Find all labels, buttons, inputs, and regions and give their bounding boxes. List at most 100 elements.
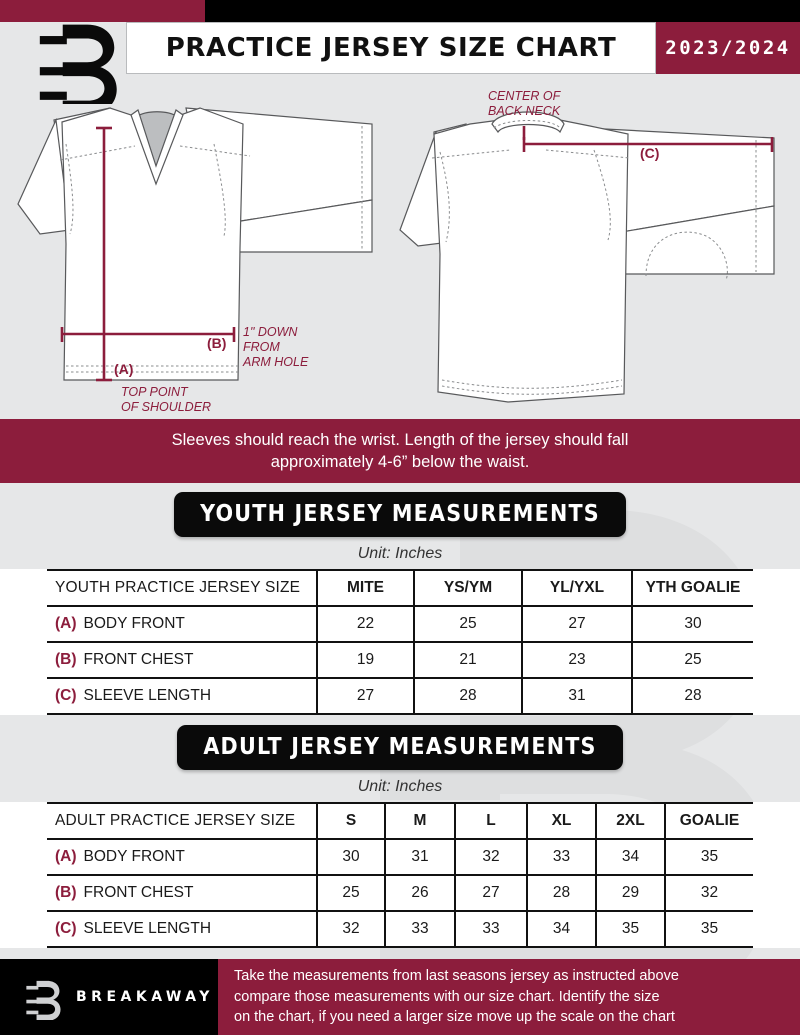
adult-section-badge: ADULT JERSEY MEASUREMENTS — [177, 725, 623, 770]
youth-column-header: MITE — [317, 569, 415, 606]
table-row: (A) BODY FRONT 30 31 32 33 34 35 — [47, 838, 753, 875]
youth-unit-label: Unit: Inches — [357, 545, 443, 562]
youth-size-table: YOUTH PRACTICE JERSEY SIZE MITE YS/YM YL/YX… — [47, 569, 753, 715]
footer: BREAKAWAY Take the measurements from las… — [0, 959, 800, 1035]
measure-marker: (A) — [55, 615, 77, 632]
page-title: PRACTICE JERSEY SIZE CHART — [165, 33, 617, 63]
footer-note-line1: Take the measurements from last seasons … — [234, 968, 679, 985]
adult-size-table: ADULT PRACTICE JERSEY SIZE S M L XL 2XL GOALIE… — [47, 802, 753, 948]
adult-measure-value: 34 — [527, 910, 597, 948]
back-label-c-line2: BACK NECK — [488, 104, 561, 118]
adult-measure-value: 28 — [527, 874, 597, 911]
footer-note-line3: on the chart, if you need a larger size … — [234, 1009, 675, 1026]
fit-note-line1: Sleeves should reach the wrist. Length o… — [171, 430, 629, 449]
adult-section: ADULT JERSEY MEASUREMENTS Unit: Inches A… — [0, 716, 800, 948]
adult-unit-label: Unit: Inches — [357, 778, 443, 795]
adult-measure-value: 32 — [455, 838, 528, 875]
back-label-c-line1: CENTER OF — [488, 89, 562, 103]
table-row: (C) SLEEVE LENGTH 27 28 31 28 — [47, 677, 753, 715]
top-accent-bar-black — [205, 0, 800, 22]
adult-column-header: 2XL — [596, 802, 666, 839]
table-row: (B) FRONT CHEST 25 26 27 28 29 32 — [47, 874, 753, 911]
youth-measure-value: 27 — [522, 605, 633, 642]
table-row: (C) SLEEVE LENGTH 32 33 33 34 35 35 — [47, 910, 753, 948]
front-marker-a: (A) — [114, 361, 133, 377]
fit-note-banner: Sleeves should reach the wrist. Length o… — [0, 419, 800, 483]
adult-measure-value: 32 — [665, 874, 753, 911]
table-row: (A) BODY FRONT 22 25 27 30 — [47, 605, 753, 642]
table-row: (B) FRONT CHEST 19 21 23 25 — [47, 641, 753, 678]
adult-column-header: L — [455, 802, 528, 839]
measure-marker: (B) — [55, 884, 77, 901]
youth-table-header-row: YOUTH PRACTICE JERSEY SIZE MITE YS/YM YL/YX… — [47, 569, 753, 606]
youth-measure-value: 30 — [632, 605, 753, 642]
youth-measure-value: 31 — [522, 677, 633, 715]
youth-measure-value: 23 — [522, 641, 633, 678]
adult-table-header-row: ADULT PRACTICE JERSEY SIZE S M L XL 2XL GOALIE — [47, 802, 753, 839]
youth-measure-value: 21 — [414, 641, 523, 678]
youth-measure-value: 22 — [317, 605, 415, 642]
youth-column-header: YS/YM — [414, 569, 523, 606]
back-marker-c: (C) — [640, 145, 659, 161]
adult-measure-value: 32 — [317, 910, 386, 948]
youth-measure-value: 19 — [317, 641, 415, 678]
youth-measure-value: 25 — [632, 641, 753, 678]
youth-measure-value: 27 — [317, 677, 415, 715]
front-marker-b: (B) — [207, 335, 226, 351]
fit-note-line2: approximately 4-6” below the waist. — [270, 453, 530, 471]
footer-note-line2: compare those measurements with our size… — [234, 988, 660, 1005]
adult-measure-value: 35 — [596, 910, 666, 948]
adult-measure-value: 31 — [385, 838, 456, 875]
youth-column-header: YL/YXL — [522, 569, 633, 606]
adult-measure-label: (B) FRONT CHEST — [47, 874, 318, 911]
youth-measure-value: 28 — [632, 677, 753, 715]
measure-marker: (B) — [55, 651, 77, 668]
jersey-back-illustration: CENTER OF BACK NECK (C) — [399, 89, 775, 403]
jersey-diagram: .grment { fill:#ffffff; stroke:#58595b; … — [17, 89, 775, 414]
youth-section: YOUTH JERSEY MEASUREMENTS Unit: Inches Y… — [0, 483, 800, 715]
adult-column-header: S — [317, 802, 386, 839]
youth-measure-label: (A) BODY FRONT — [47, 605, 318, 642]
page-title-plate: PRACTICE JERSEY SIZE CHART — [126, 22, 656, 74]
footer-brand-name: BREAKAWAY — [76, 989, 214, 1005]
measure-marker: (A) — [55, 848, 77, 865]
adult-measure-value: 35 — [665, 910, 753, 948]
footer-brand: BREAKAWAY — [0, 959, 218, 1035]
adult-column-header: M — [385, 802, 456, 839]
measure-marker: (C) — [55, 687, 77, 704]
breakaway-b-logo-icon — [39, 24, 117, 104]
youth-column-header: YTH GOALIE — [632, 569, 753, 606]
youth-measure-label: (B) FRONT CHEST — [47, 641, 318, 678]
adult-measure-value: 33 — [527, 838, 597, 875]
adult-measure-value: 33 — [455, 910, 528, 948]
front-label-b-line2: FROM — [243, 340, 280, 354]
adult-column-header: GOALIE — [665, 802, 753, 839]
adult-measure-label: (C) SLEEVE LENGTH — [47, 910, 318, 948]
adult-measure-value: 26 — [385, 874, 456, 911]
season-label: 2023/2024 — [665, 37, 791, 59]
breakaway-b-logo-icon — [26, 980, 61, 1020]
adult-measure-value: 35 — [665, 838, 753, 875]
jersey-front-illustration: (B) (A) TOP POINT OF SHOULDER 1" DOWN FR… — [17, 107, 373, 414]
youth-section-badge: YOUTH JERSEY MEASUREMENTS — [174, 492, 626, 537]
adult-measure-value: 34 — [596, 838, 666, 875]
header: PRACTICE JERSEY SIZE CHART 2023/2024 — [0, 22, 800, 104]
front-label-a-line2: OF SHOULDER — [121, 400, 211, 414]
measure-marker: (C) — [55, 920, 77, 937]
front-label-a-line1: TOP POINT — [121, 385, 189, 399]
adult-measure-value: 27 — [455, 874, 528, 911]
adult-measure-value: 30 — [317, 838, 386, 875]
adult-size-header: ADULT PRACTICE JERSEY SIZE — [47, 802, 318, 839]
adult-measure-label: (A) BODY FRONT — [47, 838, 318, 875]
footer-instructions: Take the measurements from last seasons … — [218, 959, 800, 1035]
youth-measure-value: 28 — [414, 677, 523, 715]
adult-measure-value: 25 — [317, 874, 386, 911]
adult-measure-value: 33 — [385, 910, 456, 948]
youth-measure-label: (C) SLEEVE LENGTH — [47, 677, 318, 715]
front-label-b-line3: ARM HOLE — [242, 355, 309, 369]
top-accent-bar-burgundy — [0, 0, 205, 22]
season-badge: 2023/2024 — [656, 22, 800, 74]
front-label-b-line1: 1" DOWN — [243, 325, 298, 339]
youth-measure-value: 25 — [414, 605, 523, 642]
